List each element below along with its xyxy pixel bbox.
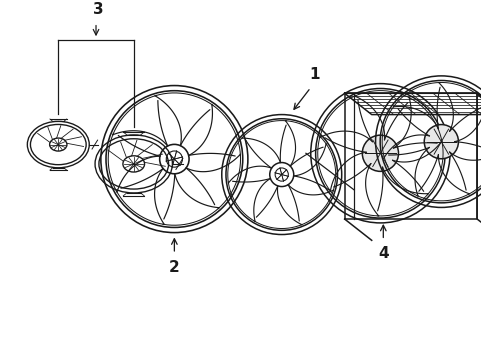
Circle shape [424, 125, 458, 159]
Text: 2: 2 [169, 260, 180, 275]
Text: 1: 1 [309, 67, 319, 82]
Text: 3: 3 [92, 2, 103, 17]
Text: 4: 4 [377, 246, 388, 261]
Circle shape [362, 135, 398, 171]
